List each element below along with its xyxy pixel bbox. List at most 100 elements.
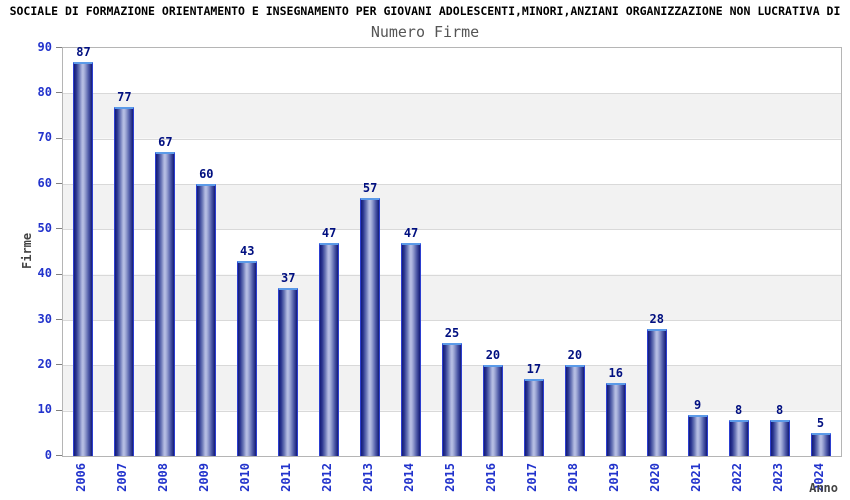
y-tick-label: 20 bbox=[37, 356, 52, 371]
bar-value-label: 87 bbox=[76, 44, 91, 59]
gridline bbox=[63, 274, 841, 276]
x-tick-2011: 2011 bbox=[279, 463, 294, 492]
bar-2009 bbox=[196, 184, 217, 456]
bar-2014 bbox=[401, 242, 422, 456]
bar-group-2012: 47 bbox=[309, 48, 350, 456]
chart-subtitle: Numero Firme bbox=[370, 23, 480, 41]
bar-value-label: 67 bbox=[158, 135, 173, 150]
y-tick-label: 10 bbox=[37, 402, 52, 417]
x-axis-title: Anno bbox=[809, 481, 838, 495]
bar-group-2011: 37 bbox=[268, 48, 309, 456]
bar-value-label: 57 bbox=[362, 180, 378, 195]
bar-value-label: 37 bbox=[280, 271, 296, 286]
bar-group-2013: 57 bbox=[350, 48, 391, 456]
bar-value-label: 8 bbox=[735, 402, 743, 417]
bar-2022 bbox=[728, 419, 749, 456]
bar-group-2015: 25 bbox=[432, 48, 473, 456]
x-tick-2014: 2014 bbox=[402, 463, 417, 492]
gridline bbox=[63, 184, 841, 185]
y-tick-label: 0 bbox=[44, 447, 52, 462]
bar-group-2016: 20 bbox=[472, 48, 513, 456]
bar-2018 bbox=[564, 365, 585, 456]
y-tick-label: 30 bbox=[37, 311, 52, 326]
bar-value-label: 17 bbox=[526, 361, 542, 376]
gridline bbox=[63, 229, 841, 231]
bar-value-label: 47 bbox=[321, 225, 337, 240]
x-tick-2023: 2023 bbox=[770, 463, 785, 492]
bar-2006 bbox=[73, 61, 94, 456]
y-axis: 0 10 20 30 40 50 60 70 80 90 bbox=[0, 40, 62, 462]
x-tick-2020: 2020 bbox=[647, 463, 662, 492]
bar-group-2006: 87 bbox=[63, 44, 104, 456]
bar-2023 bbox=[769, 419, 790, 456]
x-tick-2006: 2006 bbox=[74, 463, 89, 492]
gridline bbox=[63, 138, 841, 140]
x-tick-2008: 2008 bbox=[156, 463, 171, 492]
x-tick-2021: 2021 bbox=[688, 463, 703, 492]
bar-2013 bbox=[360, 197, 381, 456]
bar-value-label: 5 bbox=[816, 416, 825, 431]
x-tick-2018: 2018 bbox=[565, 463, 580, 492]
y-tick-mark bbox=[56, 92, 62, 94]
y-tick-label: 90 bbox=[37, 39, 52, 54]
x-tick-2012: 2012 bbox=[320, 463, 335, 492]
bar-2020 bbox=[646, 329, 667, 456]
bar-value-label: 9 bbox=[694, 398, 702, 413]
bar-value-label: 43 bbox=[240, 244, 255, 259]
bar-value-label: 28 bbox=[649, 312, 664, 327]
x-tick-2016: 2016 bbox=[483, 463, 498, 492]
bar-group-2007: 77 bbox=[104, 48, 145, 456]
gridline bbox=[63, 320, 841, 321]
bar-value-label: 60 bbox=[199, 167, 214, 181]
plot-area: 87 77 67 60 43 37 47 57 47 25 20 17 20 16 28 9 8 8 5 bbox=[62, 44, 842, 457]
y-tick-mark bbox=[56, 228, 62, 230]
y-tick-mark bbox=[56, 137, 62, 139]
bar-value-label: 77 bbox=[117, 89, 132, 104]
bar-2010 bbox=[237, 261, 258, 456]
bar-group-2022: 8 bbox=[718, 48, 759, 456]
x-tick-2015: 2015 bbox=[443, 463, 457, 492]
bar-value-label: 16 bbox=[608, 366, 623, 381]
bar-2017 bbox=[523, 378, 544, 456]
y-tick-label: 40 bbox=[37, 266, 52, 281]
bar-group-2020: 28 bbox=[636, 48, 677, 456]
bar-group-2009: 60 bbox=[186, 48, 227, 456]
y-tick-label: 50 bbox=[37, 220, 52, 235]
x-tick-2010: 2010 bbox=[238, 463, 253, 492]
bar-group-2019: 16 bbox=[595, 48, 636, 456]
bar-2011 bbox=[278, 288, 299, 456]
bar-group-2021: 9 bbox=[677, 48, 718, 456]
bar-value-label: 47 bbox=[403, 225, 419, 240]
x-tick-2007: 2007 bbox=[115, 463, 130, 492]
bar-group-2014: 47 bbox=[391, 48, 432, 456]
y-tick-mark bbox=[56, 409, 62, 411]
x-tick-2013: 2013 bbox=[361, 463, 376, 492]
bar-value-label: 25 bbox=[444, 325, 460, 340]
bar-2016 bbox=[482, 365, 503, 456]
x-tick-2017: 2017 bbox=[524, 463, 539, 492]
y-tick-mark bbox=[56, 273, 62, 275]
bar-group-2008: 67 bbox=[145, 48, 186, 456]
bar-value-label: 20 bbox=[567, 348, 583, 363]
x-tick-2009: 2009 bbox=[197, 463, 212, 492]
bar-2012 bbox=[319, 242, 340, 456]
bar-2008 bbox=[155, 152, 176, 456]
bar-group-2023: 8 bbox=[759, 48, 800, 456]
bar-2021 bbox=[687, 415, 708, 456]
bar-2015 bbox=[441, 342, 462, 456]
gridline bbox=[63, 93, 841, 95]
bar-group-2018: 20 bbox=[554, 48, 595, 456]
chart-title: SOCIALE DI FORMAZIONE ORIENTAMENTO E INS… bbox=[9, 4, 841, 18]
x-axis: 2006 2007 2008 2009 2010 2011 2012 2013 2014 2015… bbox=[62, 463, 840, 500]
y-tick-mark bbox=[56, 455, 62, 456]
bar-group-2017: 17 bbox=[513, 48, 554, 456]
bar-2024 bbox=[810, 433, 831, 456]
bar-group-2010: 43 bbox=[227, 48, 268, 456]
y-tick-label: 70 bbox=[37, 130, 52, 145]
bar-2019 bbox=[605, 383, 626, 456]
y-tick-label: 80 bbox=[37, 84, 52, 99]
bar-group-2024: 5 bbox=[800, 48, 841, 456]
x-tick-2022: 2022 bbox=[729, 463, 744, 492]
x-tick-2019: 2019 bbox=[606, 463, 621, 492]
